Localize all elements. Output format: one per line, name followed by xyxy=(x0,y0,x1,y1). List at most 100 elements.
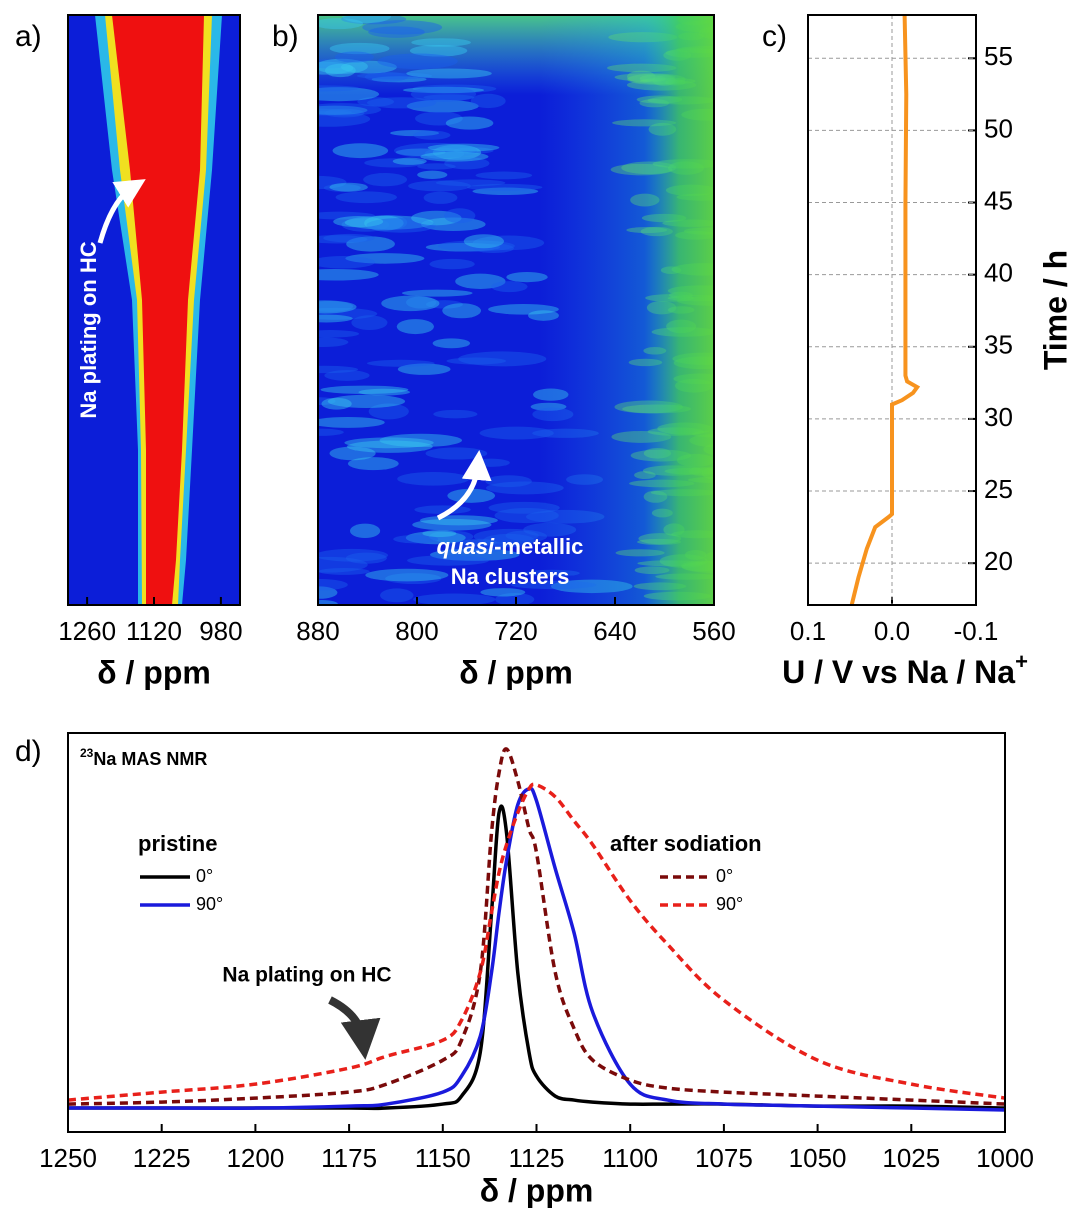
heatmap-texture xyxy=(340,60,397,74)
annotation: Na plating on HC xyxy=(76,241,101,418)
heatmap-texture xyxy=(417,163,456,170)
heatmap-texture xyxy=(466,183,543,191)
x-tick-label: 1250 xyxy=(39,1143,97,1173)
heatmap-texture xyxy=(372,214,408,231)
heatmap-texture xyxy=(413,130,451,140)
heatmap-texture xyxy=(458,351,547,367)
heatmap-texture xyxy=(427,143,500,152)
heatmap-texture xyxy=(425,447,488,460)
heatmap-texture xyxy=(321,397,352,410)
data-line xyxy=(67,747,1006,1106)
heatmap-texture xyxy=(429,530,474,543)
x-tick-label: 1025 xyxy=(882,1143,940,1173)
plot-frame xyxy=(67,14,241,606)
heatmap-texture xyxy=(335,191,397,204)
heatmap-texture xyxy=(423,191,458,204)
heatmap-texture xyxy=(470,93,506,109)
heatmap-texture xyxy=(325,63,356,78)
heatmap-texture xyxy=(445,116,494,130)
heatmap-texture xyxy=(318,548,389,562)
heatmap-texture xyxy=(371,76,427,83)
heatmap-texture xyxy=(414,505,471,514)
heatmap-texture xyxy=(379,433,463,448)
heatmap-texture xyxy=(324,108,365,118)
legend-label: 0° xyxy=(716,866,733,886)
heatmap-texture xyxy=(424,147,465,160)
panel-label: c) xyxy=(762,20,787,53)
x-axis-label: U / V vs Na / Na+ xyxy=(782,649,1028,691)
heatmap-texture xyxy=(351,315,388,331)
annotation: quasi-metallic xyxy=(437,534,584,559)
y-tick-label: 45 xyxy=(984,185,1013,215)
heatmap-texture xyxy=(358,388,411,396)
heatmap-texture xyxy=(463,234,505,249)
heatmap-texture xyxy=(318,235,368,244)
heatmap-texture xyxy=(327,394,406,408)
heatmap-texture xyxy=(318,556,368,573)
x-tick-label: 1075 xyxy=(695,1143,753,1173)
heatmap-texture xyxy=(318,85,360,92)
heatmap-texture xyxy=(444,208,476,224)
heatmap-texture xyxy=(320,385,409,394)
heatmap-texture xyxy=(366,359,435,367)
x-tick-label: 1120 xyxy=(126,616,182,646)
y-tick-label: 50 xyxy=(984,113,1013,143)
heatmap-texture xyxy=(495,593,535,605)
annotation: Na plating on HC xyxy=(222,964,391,987)
heatmap-texture xyxy=(410,86,477,102)
x-tick-label: 0.0 xyxy=(874,616,910,646)
panel-label: b) xyxy=(272,20,299,53)
heatmap-texture xyxy=(433,409,478,419)
heatmap-texture xyxy=(344,215,434,230)
heatmap-texture xyxy=(444,157,490,170)
heatmap-texture xyxy=(423,94,475,101)
plot-label: 23Na MAS NMR xyxy=(80,746,207,769)
y-tick-label: 35 xyxy=(984,330,1013,360)
x-axis-label: δ / ppm xyxy=(480,1172,594,1208)
heatmap-texture xyxy=(417,170,448,179)
heatmap-texture xyxy=(318,268,379,281)
heatmap-texture xyxy=(364,215,404,231)
heatmap-texture xyxy=(318,111,371,127)
heatmap-texture xyxy=(472,187,539,195)
heatmap-texture xyxy=(318,428,344,436)
arrow xyxy=(97,179,146,244)
heatmap-texture xyxy=(407,555,489,566)
heatmap-texture xyxy=(421,217,486,232)
heatmap-texture xyxy=(380,588,414,603)
panel-label: d) xyxy=(15,735,42,768)
heatmap-texture xyxy=(377,53,458,70)
heatmap-texture xyxy=(329,446,376,461)
legend-label: 0° xyxy=(196,866,213,886)
heatmap-texture xyxy=(362,20,443,35)
heatmap-texture xyxy=(332,143,389,159)
heatmap-texture xyxy=(323,233,375,243)
heatmap-texture xyxy=(473,243,514,254)
heatmap-texture xyxy=(318,105,368,115)
heatmap-texture xyxy=(318,61,354,75)
heatmap-texture xyxy=(453,147,494,154)
annotation: Na clusters xyxy=(451,564,570,589)
plot-frame xyxy=(67,732,1006,1133)
heatmap-texture xyxy=(318,314,353,323)
data-line xyxy=(67,786,1006,1112)
heatmap-texture xyxy=(429,258,475,270)
heatmap-texture xyxy=(318,301,354,312)
data-line xyxy=(67,782,1006,1102)
heatmap-texture xyxy=(473,528,548,545)
heatmap-texture xyxy=(485,475,532,488)
heatmap-texture xyxy=(324,370,370,381)
annotation-emphasis: quasi xyxy=(437,534,495,559)
heatmap-texture xyxy=(344,437,434,449)
heatmap-texture xyxy=(403,86,485,94)
heatmap-texture xyxy=(408,180,471,192)
x-tick-label: 1150 xyxy=(415,1143,471,1173)
legend-label: 90° xyxy=(196,894,223,914)
heatmap-texture xyxy=(318,568,370,575)
heatmap-texture xyxy=(346,236,395,252)
x-tick-label: 980 xyxy=(199,616,242,646)
heatmap-texture xyxy=(409,44,468,57)
heatmap-texture xyxy=(396,319,434,335)
x-tick-label: 1125 xyxy=(509,1143,565,1173)
heatmap-texture xyxy=(432,144,482,160)
